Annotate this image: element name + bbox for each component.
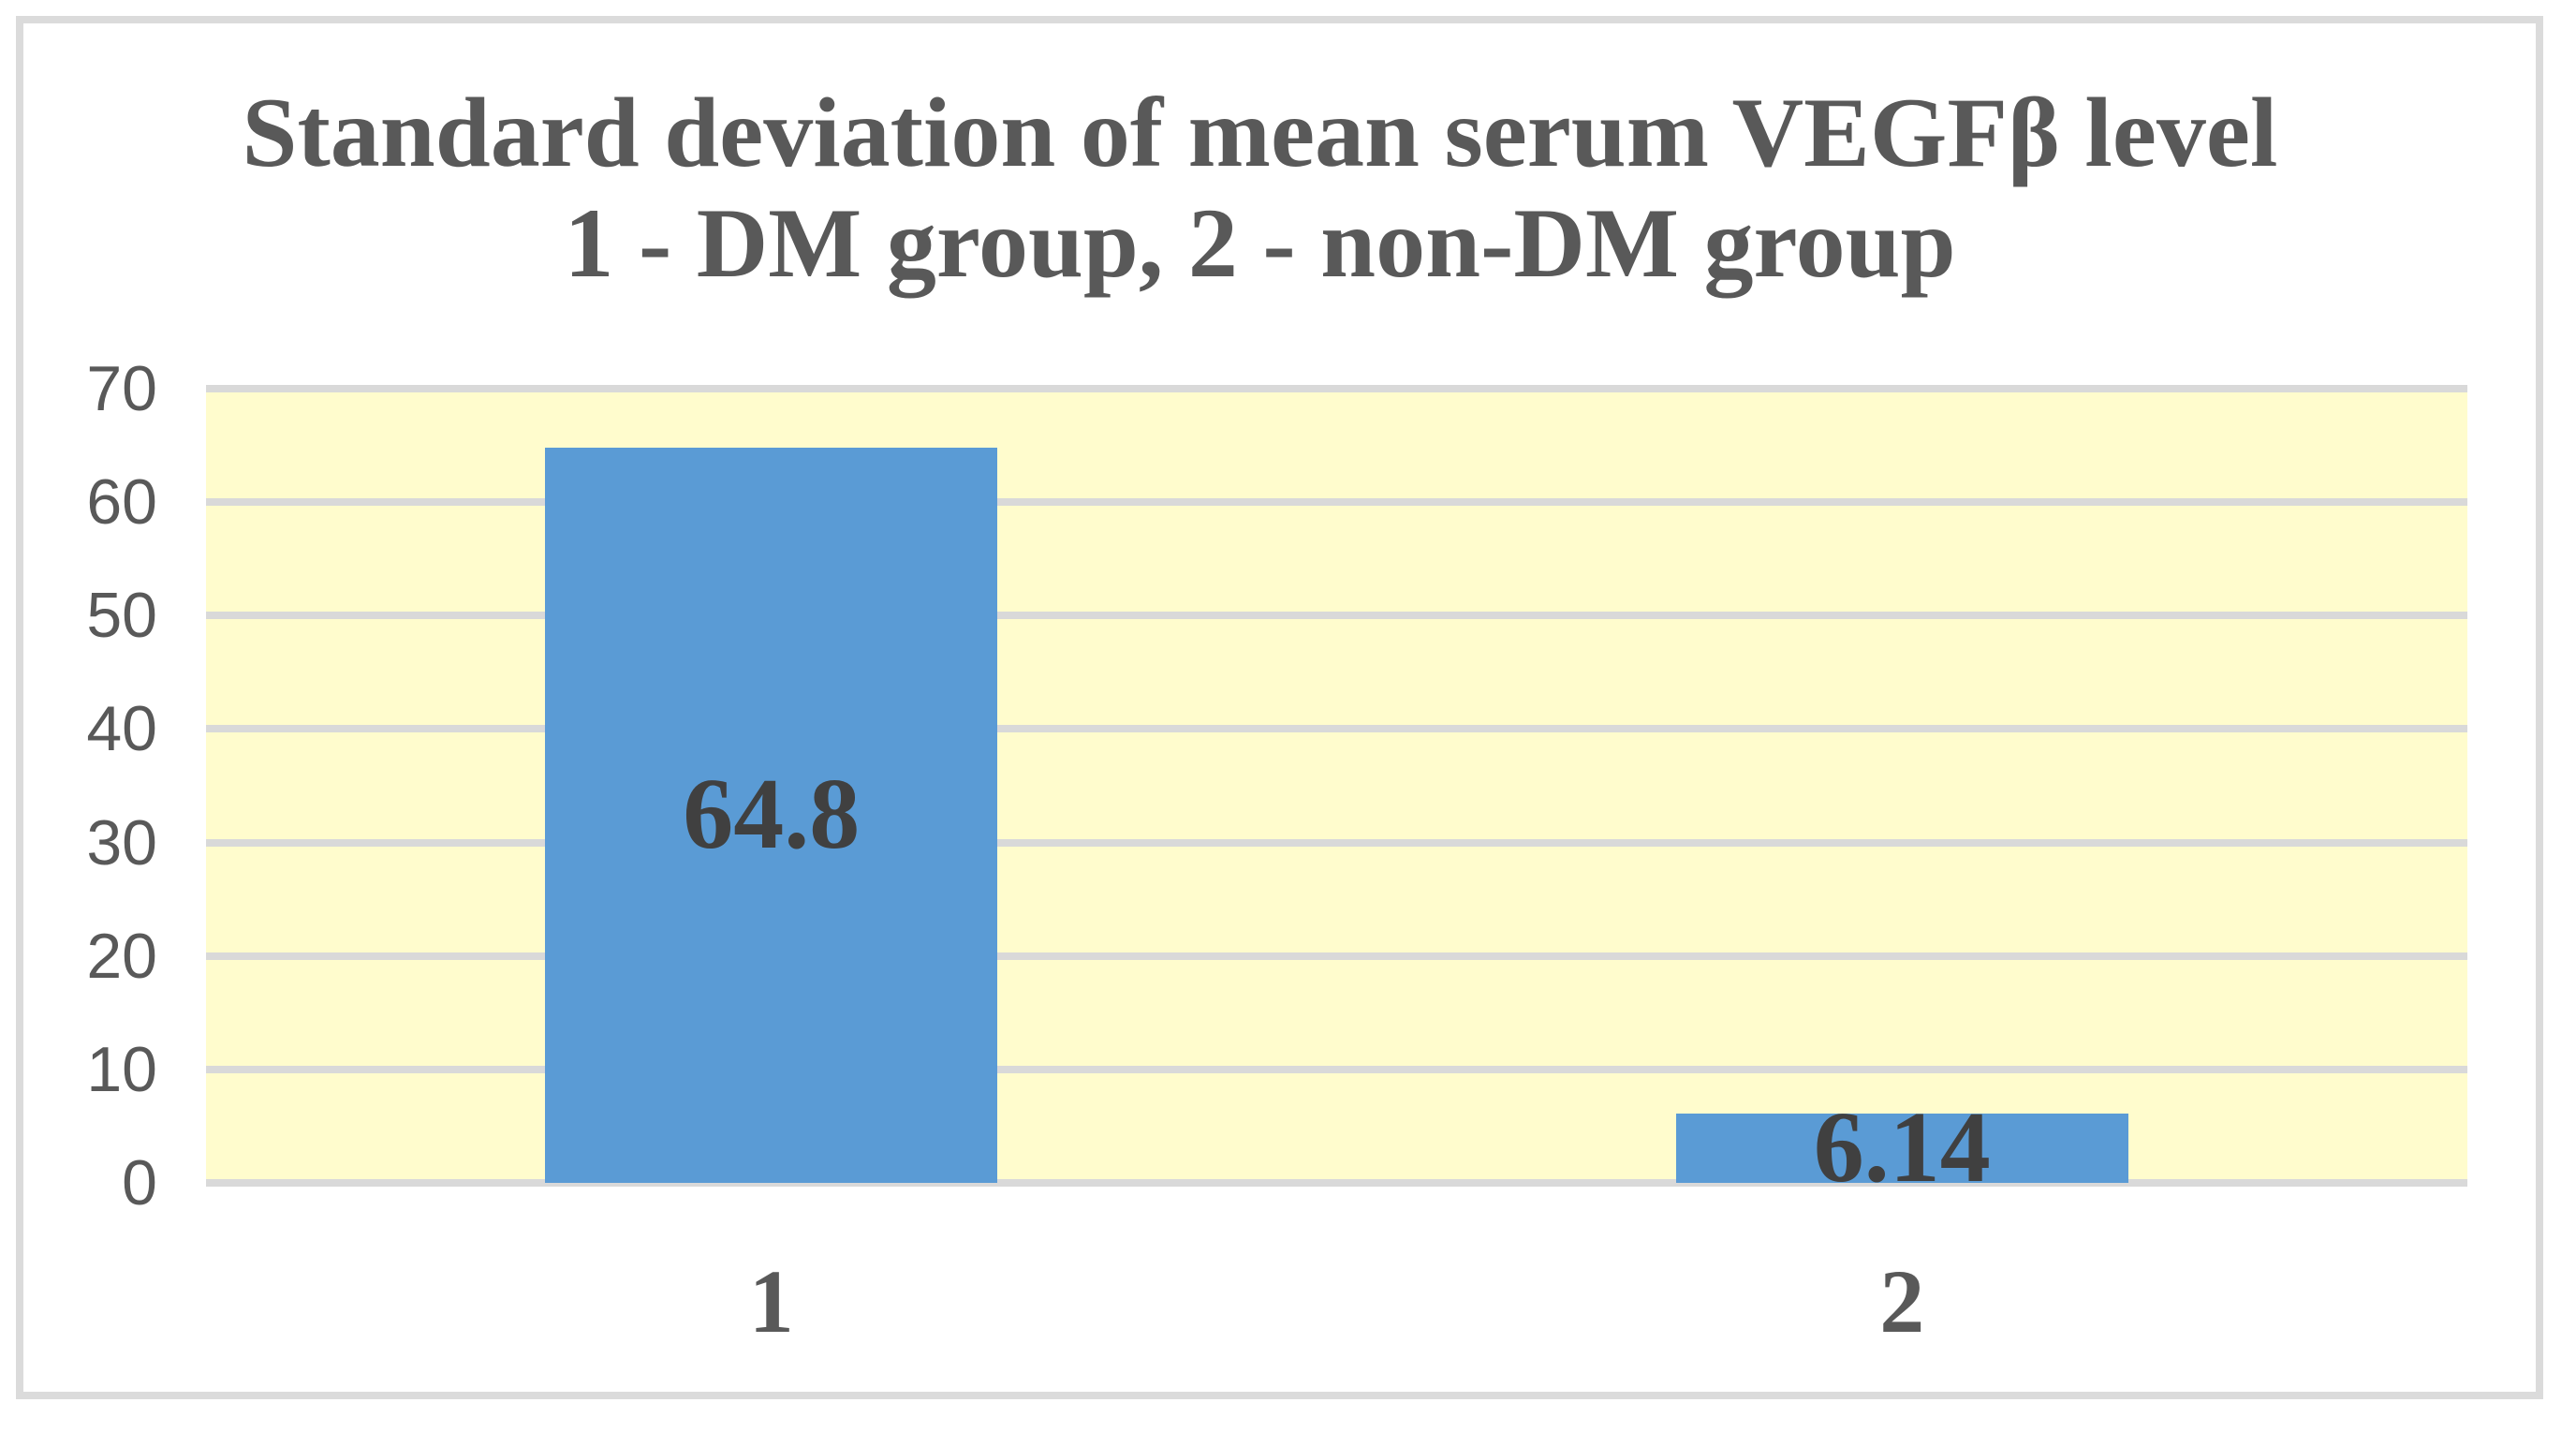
gridline: [206, 1179, 2467, 1187]
y-axis-tick-label: 40: [86, 693, 157, 765]
gridline: [206, 838, 2467, 847]
x-axis-category-label: 1: [748, 1251, 794, 1351]
gridline: [206, 612, 2467, 620]
bar-category-1: [545, 447, 998, 1183]
gridline: [206, 1065, 2467, 1073]
chart-title: Standard deviation of mean serum VEGFβ l…: [0, 78, 2520, 299]
gridline: [206, 952, 2467, 960]
gridline: [206, 725, 2467, 733]
y-axis-tick-label: 10: [86, 1033, 157, 1105]
y-axis-tick-label: 60: [86, 466, 157, 539]
bar-category-2: [1675, 1113, 2128, 1183]
chart-frame-border: [16, 16, 2543, 1399]
x-axis-category-label: 2: [1879, 1251, 1925, 1351]
y-axis-tick-label: 20: [86, 920, 157, 992]
y-axis-tick-label: 30: [86, 806, 157, 878]
gridline: [206, 498, 2467, 507]
chart-title-line1: Standard deviation of mean serum VEGFβ l…: [242, 78, 2278, 187]
plot-area: 64.8 6.14: [206, 385, 2467, 1203]
y-axis-tick-label: 0: [122, 1147, 157, 1218]
y-axis-tick-label: 70: [86, 353, 157, 424]
gridline: [206, 385, 2467, 392]
y-axis-tick-label: 50: [86, 580, 157, 652]
chart-title-line2: 1 - DM group, 2 - non-DM group: [564, 188, 1956, 298]
